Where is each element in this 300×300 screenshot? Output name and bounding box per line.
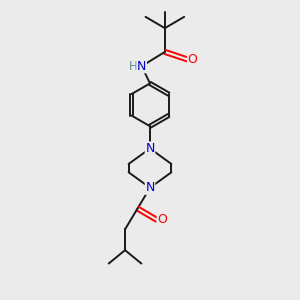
Text: N: N [145,142,155,155]
Text: O: O [157,213,167,226]
Text: N: N [145,181,155,194]
Text: H: H [128,60,137,73]
Text: N: N [137,60,146,73]
Text: O: O [188,53,197,66]
